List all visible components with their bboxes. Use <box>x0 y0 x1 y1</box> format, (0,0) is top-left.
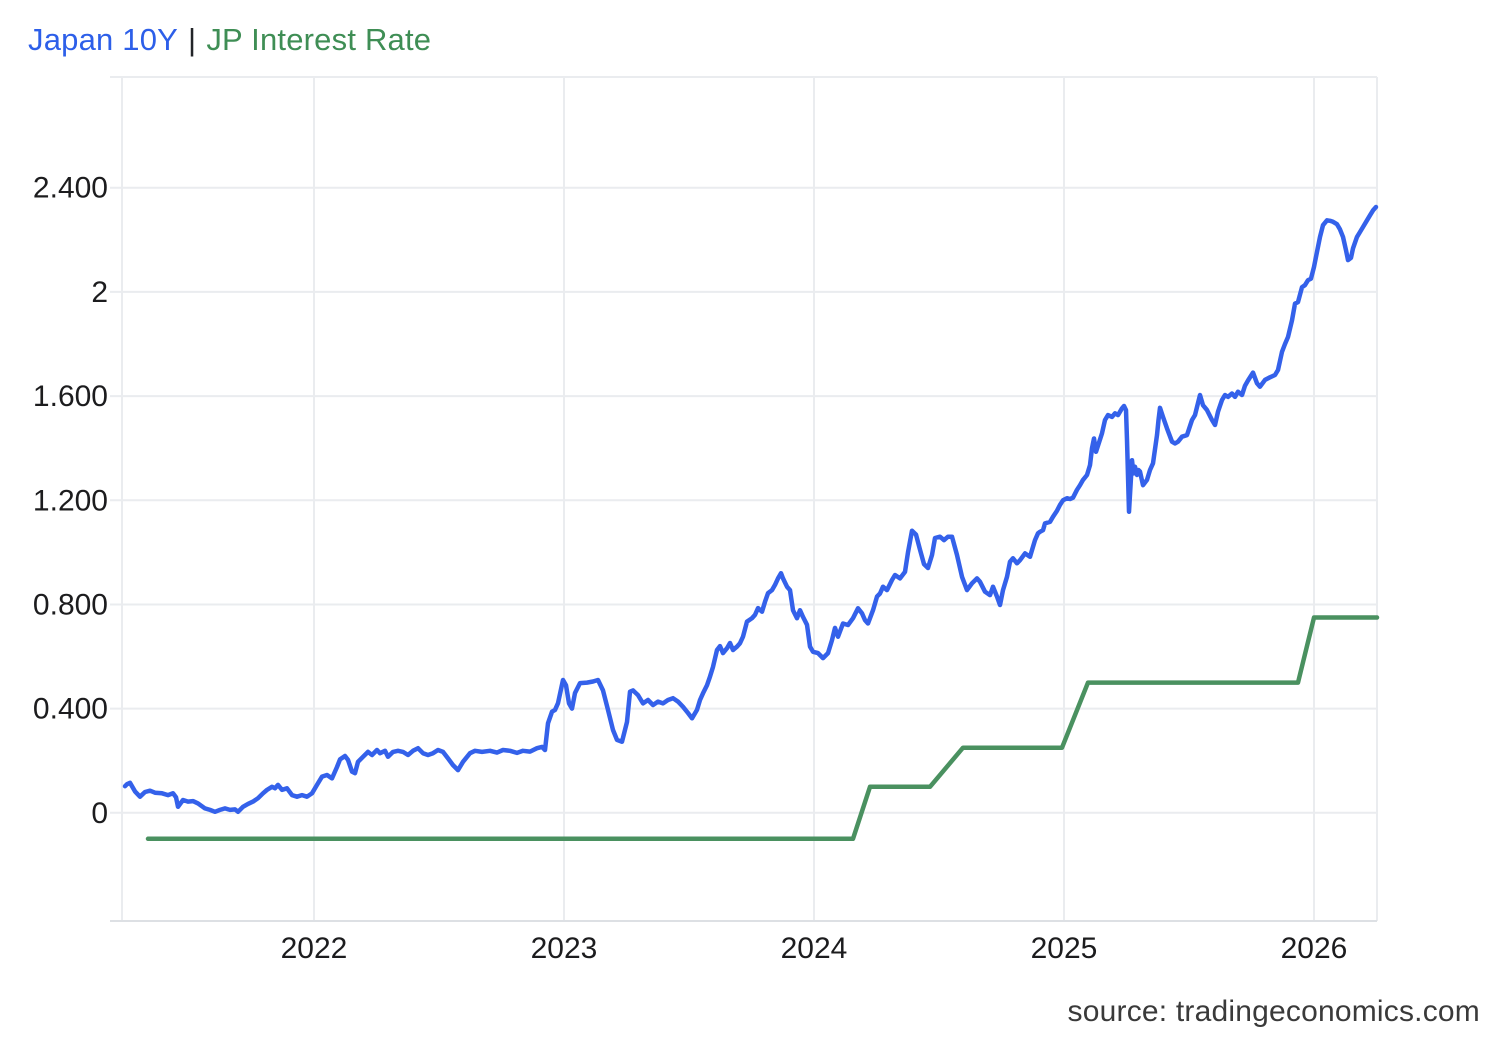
y-axis-label: 1.200 <box>33 484 108 517</box>
y-axis-label: 1.600 <box>33 380 108 413</box>
y-axis-label: 0 <box>91 797 108 830</box>
y-axis-label: 2 <box>91 276 108 309</box>
chart-title: Japan 10Y | JP Interest Rate <box>28 22 431 58</box>
x-axis-label: 2023 <box>531 932 598 965</box>
x-axis-label: 2022 <box>281 932 348 965</box>
x-axis-label: 2024 <box>781 932 848 965</box>
title-series-japan-10y: Japan 10Y <box>28 22 179 57</box>
japan-10y-line <box>122 204 1379 815</box>
y-axis-label: 2.400 <box>33 172 108 205</box>
source-attribution: source: tradingeconomics.com <box>1067 995 1480 1028</box>
x-axis-label: 2026 <box>1281 932 1348 965</box>
y-axis-label: 0.800 <box>33 588 108 621</box>
jp-interest-rate-line <box>145 615 1380 842</box>
y-axis-label: 0.400 <box>33 693 108 726</box>
title-separator: | <box>188 22 197 57</box>
title-series-jp-interest-rate: JP Interest Rate <box>206 22 432 57</box>
x-axis-label: 2025 <box>1031 932 1098 965</box>
